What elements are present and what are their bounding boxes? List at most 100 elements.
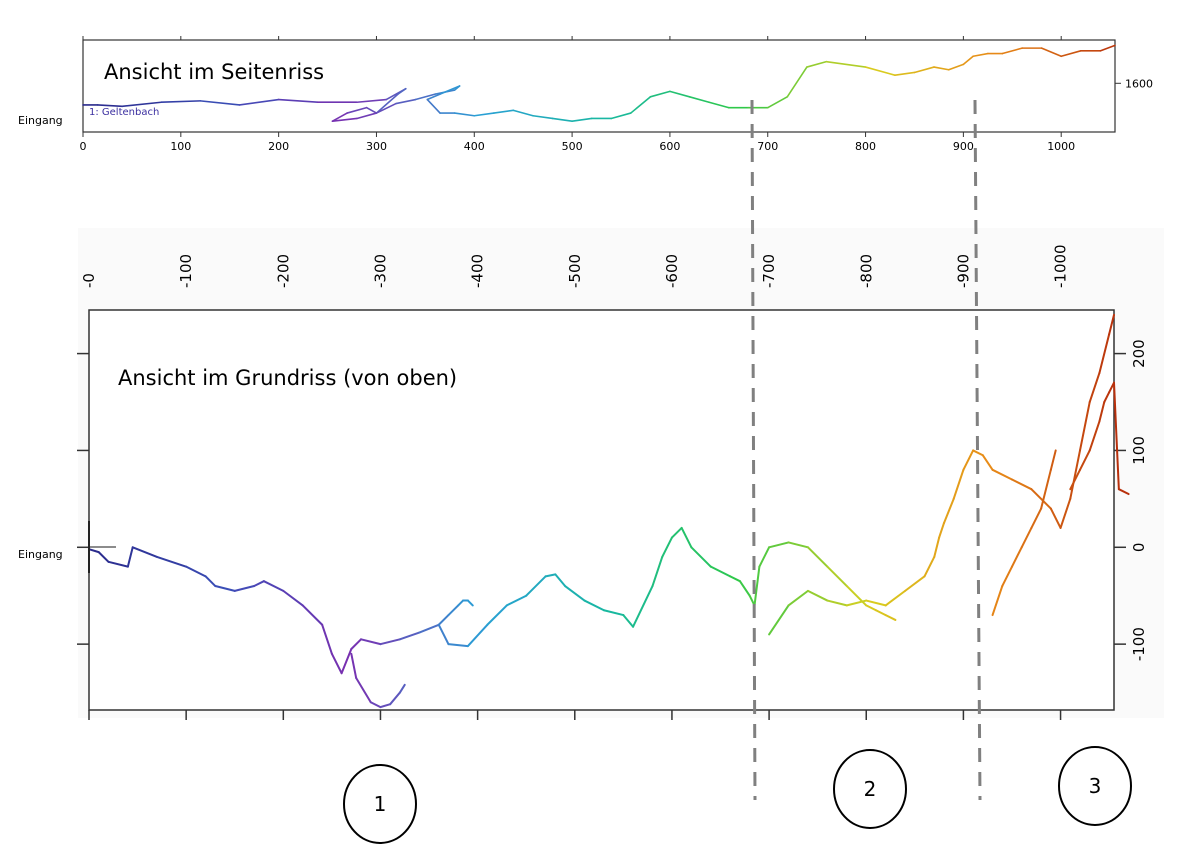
section-divider-1 <box>750 99 757 801</box>
side-view-x-tick-label: 700 <box>757 140 778 153</box>
plan-view-line-segment <box>156 555 188 568</box>
side-view-x-tick-label: 200 <box>268 140 289 153</box>
plan-view-line-segment <box>466 599 474 607</box>
plan-view-line-segment <box>1069 449 1081 500</box>
plan-view-line-segment <box>826 599 848 607</box>
plan-view-x-tick-label: -400 <box>469 254 487 288</box>
section-circle-3 <box>1058 746 1132 826</box>
side-view-line-segment <box>551 117 573 122</box>
plan-view-line-segment <box>1030 488 1052 510</box>
section-marker-1: 1 <box>343 764 417 844</box>
plan-view-line-segment <box>1103 391 1111 404</box>
plan-view-line-segment <box>1010 546 1023 568</box>
side-view-line-segment <box>1040 47 1062 58</box>
side-view-panel: 0 100 200 300 400 500 600 700 800 900 1000 1600 An… <box>18 36 1153 153</box>
side-view-line-segment <box>426 98 441 114</box>
plan-view-line-segment <box>350 652 358 680</box>
side-view-x-tick-label: 300 <box>366 140 387 153</box>
side-view-line-segment <box>766 96 789 109</box>
plan-view-line-segment <box>1088 371 1101 404</box>
plan-view-x-tick-label: -700 <box>760 254 778 288</box>
side-view-line-segment <box>121 101 163 108</box>
side-view-line-segment <box>825 60 867 68</box>
plan-view-line-segment <box>1020 526 1033 549</box>
side-view-x-tick-label: 100 <box>170 140 191 153</box>
plan-view-line-segment <box>583 599 605 612</box>
side-view-line-segment <box>864 66 896 76</box>
side-view-line-segment <box>493 109 515 114</box>
plan-view-line-segment <box>1108 313 1115 336</box>
side-view-line-segment <box>397 87 407 95</box>
plan-view-lines <box>88 313 1130 709</box>
plan-view-line-segment <box>933 536 941 558</box>
plan-view-line-segment <box>1040 468 1052 510</box>
plan-view-line-segment <box>865 604 877 612</box>
plan-view-line-segment <box>753 565 761 607</box>
plan-view-line-segment <box>748 594 756 607</box>
plan-view-line-segment <box>661 536 673 558</box>
side-view-line-segment <box>160 100 202 104</box>
plan-view-line-segment <box>1117 488 1130 496</box>
plan-view-line-segment <box>884 614 897 621</box>
plan-view-line-segment <box>865 599 887 607</box>
plan-view-line-segment <box>1069 468 1081 491</box>
plan-view-y-tick-label: 200 <box>1130 339 1148 368</box>
side-view-x-tick-label: 400 <box>464 140 485 153</box>
side-view-line-segment <box>1099 44 1116 52</box>
side-view-line-segment <box>688 96 710 104</box>
plan-view-x-tick-label: -100 <box>177 254 195 288</box>
side-view-entrance-label: Eingang <box>18 114 63 127</box>
section-marker-3: 3 <box>1058 746 1132 826</box>
side-view-line-segment <box>669 90 691 98</box>
plan-view-line-segment <box>602 609 625 617</box>
section-label-3: 3 <box>1089 774 1102 798</box>
plan-view-line-segment <box>564 585 586 602</box>
plan-view-line-segment <box>806 546 829 568</box>
plan-view-line-segment <box>369 701 382 709</box>
plan-view-x-tick-label: -300 <box>371 254 389 288</box>
plan-view-y-tick-label: -100 <box>1130 627 1148 661</box>
plan-view-x-tick-label: -200 <box>274 254 292 288</box>
plan-view-line-segment <box>923 555 936 578</box>
plan-view-line-segment <box>938 522 945 539</box>
plan-view-line-segment <box>330 652 343 675</box>
plan-view-line-segment <box>389 691 401 706</box>
plan-view-line-segment <box>806 589 829 602</box>
plan-view-line-segment <box>991 585 1004 617</box>
plan-view-line-segment <box>1001 565 1013 588</box>
side-view-line-segment <box>806 60 828 68</box>
side-view-line-segment <box>426 93 441 101</box>
side-view-line-segment <box>375 93 399 114</box>
side-view-line-segment <box>708 101 730 109</box>
plan-view-line-segment <box>758 546 771 568</box>
plan-view-line-segment <box>97 551 110 563</box>
plan-view-x-tick-label: -900 <box>954 254 972 288</box>
side-view-series-label: 1: Geltenbach <box>89 107 159 118</box>
plan-view-line-segment <box>204 575 217 588</box>
plan-view-line-segment <box>787 589 809 607</box>
plan-view-line-segment <box>904 575 926 592</box>
plan-view-line-segment <box>1078 401 1091 452</box>
plan-view-line-segment <box>486 604 508 626</box>
plan-view-line-segment <box>379 638 401 646</box>
plan-view-line-segment <box>1049 507 1062 529</box>
plan-view-line-segment <box>282 589 304 607</box>
side-view-line-segment <box>439 85 461 95</box>
side-view-top-ticks <box>82 36 1062 40</box>
plan-view-x-tick-label: -800 <box>857 254 875 288</box>
plan-view-x-tick-label: -0 <box>80 273 98 288</box>
plan-view-line-segment <box>1098 401 1106 423</box>
plan-view-line-segment <box>185 565 207 578</box>
plan-view-line-segment <box>107 560 129 568</box>
plan-view-line-segment <box>544 573 557 578</box>
plan-view-line-segment <box>787 541 809 549</box>
plan-view-line-segment <box>131 546 159 558</box>
plan-view-line-segment <box>768 541 790 549</box>
plan-view-line-segment <box>874 609 887 617</box>
plan-view-line-segment <box>525 575 547 597</box>
side-view-line-segment <box>199 100 241 106</box>
side-view-line-segment <box>414 93 436 101</box>
section-label-2: 2 <box>864 777 877 801</box>
plan-view-line-segment <box>360 638 382 646</box>
